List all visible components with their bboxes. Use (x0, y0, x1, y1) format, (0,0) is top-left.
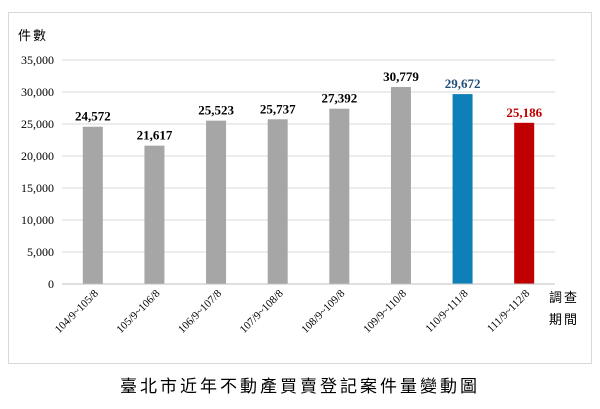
x-tick-label: 106/9~107/8 (176, 287, 224, 335)
y-tick-label: 30,000 (21, 85, 54, 99)
y-tick-label: 15,000 (21, 181, 54, 195)
x-axis-title-line2: 期間 (549, 313, 579, 328)
bar (144, 145, 165, 284)
data-label: 25,737 (260, 101, 296, 116)
y-tick-label: 10,000 (21, 213, 54, 227)
data-label: 29,672 (445, 76, 481, 91)
bar (267, 119, 288, 284)
x-tick-label: 108/9~109/8 (299, 287, 347, 335)
data-label: 25,186 (506, 105, 542, 120)
x-tick-label: 105/9~106/8 (114, 287, 162, 335)
data-label: 24,572 (75, 109, 111, 124)
x-axis-title-line1: 調查 (549, 291, 579, 306)
data-label: 27,392 (321, 91, 357, 106)
y-tick-label: 35,000 (21, 53, 54, 67)
x-tick-label: 109/9~110/8 (361, 287, 409, 335)
x-tick-label: 110/9~111/8 (423, 287, 471, 335)
data-label: 30,779 (383, 69, 419, 84)
y-tick-label: 25,000 (21, 117, 54, 131)
bar (82, 126, 103, 284)
bar (329, 108, 350, 285)
bar (452, 94, 473, 284)
y-tick-label: 20,000 (21, 149, 54, 163)
bar-chart: 0 5,000 10,000 15,000 20,000 25,000 30,000 35,0… (18, 29, 579, 336)
data-label: 25,523 (198, 103, 234, 118)
bar (206, 120, 227, 284)
chart-caption: 臺北市近年不動產買賣登記案件量變動圖 (120, 377, 480, 397)
y-tick-label: 0 (48, 277, 54, 291)
data-label: 21,617 (137, 128, 173, 143)
y-axis-title: 件數 (18, 29, 48, 44)
bar (390, 87, 411, 284)
y-tick-label: 5,000 (27, 245, 54, 259)
x-tick-label: 111/9~112/8 (485, 287, 533, 335)
x-tick-label: 104/9~105/8 (53, 287, 101, 335)
bar (514, 122, 535, 284)
x-tick-label: 107/9~108/8 (238, 287, 286, 335)
